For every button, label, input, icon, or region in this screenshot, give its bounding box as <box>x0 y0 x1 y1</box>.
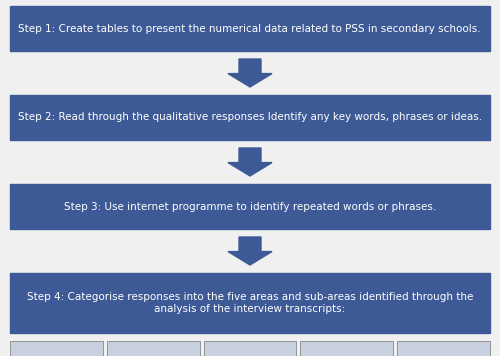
Bar <box>204 341 296 356</box>
Text: Step 4: Categorise responses into the five areas and sub-areas identified throug: Step 4: Categorise responses into the fi… <box>27 292 473 314</box>
Bar <box>10 341 103 356</box>
Bar <box>10 6 490 51</box>
Text: Step 1: Create tables to present the numerical data related to PSS in secondary : Step 1: Create tables to present the num… <box>18 23 480 33</box>
Bar <box>300 341 393 356</box>
Text: Step 3: Use internet programme to identify repeated words or phrases.: Step 3: Use internet programme to identi… <box>64 201 436 211</box>
Bar <box>107 341 200 356</box>
Polygon shape <box>228 59 272 87</box>
Bar <box>10 184 490 229</box>
Polygon shape <box>228 148 272 176</box>
Bar <box>10 273 490 333</box>
Text: Step 2: Read through the qualitative responses Identify any key words, phrases o: Step 2: Read through the qualitative res… <box>18 112 482 122</box>
Bar <box>10 95 490 140</box>
Polygon shape <box>228 237 272 265</box>
Bar <box>397 341 490 356</box>
